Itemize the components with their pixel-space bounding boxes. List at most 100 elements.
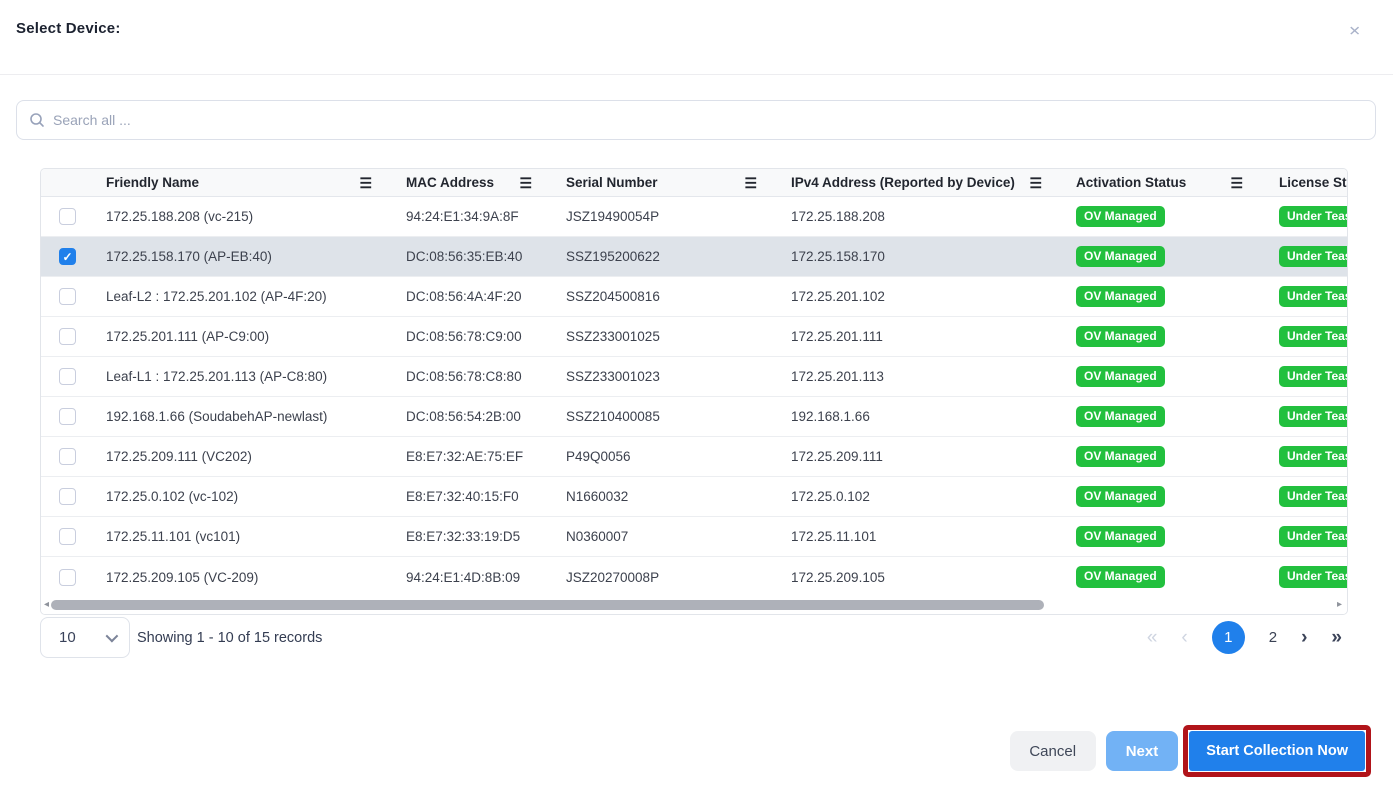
table-body: ✓ 172.25.188.208 (vc-215) 94:24:E1:34:9A… [41,197,1347,597]
column-menu-icon[interactable]: ☰ [1230,174,1243,191]
column-menu-icon[interactable]: ☰ [744,174,757,191]
activation-status-badge: OV Managed [1076,285,1165,308]
license-status-badge: Under Teaser [1279,365,1347,388]
row-checkbox[interactable]: ✓ [59,288,76,305]
activation-status-badge: OV Managed [1076,205,1165,228]
license-status-badge: Under Teaser [1279,485,1347,508]
table-row[interactable]: ✓ 172.25.188.208 (vc-215) 94:24:E1:34:9A… [41,197,1347,237]
table-row[interactable]: ✓ 172.25.209.111 (VC202) E8:E7:32:AE:75:… [41,437,1347,477]
cell-serial-number: JSZ20270008P [566,569,660,585]
table-row[interactable]: ✓ Leaf-L2 : 172.25.201.102 (AP-4F:20) DC… [41,277,1347,317]
row-checkbox[interactable]: ✓ [59,448,76,465]
column-menu-icon[interactable]: ☰ [359,174,372,191]
cell-ipv4-address: 172.25.201.102 [791,289,885,304]
cell-mac-address: DC:08:56:78:C8:80 [406,369,522,384]
column-header-friendly-name[interactable]: Friendly Name ☰ [106,175,406,190]
license-status-badge: Under Teaser [1279,325,1347,348]
table-row[interactable]: ✓ 172.25.201.111 (AP-C9:00) DC:08:56:78:… [41,317,1347,357]
search-input[interactable] [53,112,1363,128]
license-status-badge: Under Teaser [1279,205,1347,228]
table-row[interactable]: ✓ Leaf-L1 : 172.25.201.113 (AP-C8:80) DC… [41,357,1347,397]
cell-friendly-name: 172.25.209.111 (VC202) [106,449,252,464]
cell-ipv4-address: 172.25.209.105 [791,569,885,585]
cell-ipv4-address: 192.168.1.66 [791,409,870,424]
activation-status-badge: OV Managed [1076,365,1165,388]
cell-mac-address: 94:24:E1:4D:8B:09 [406,569,521,585]
row-checkbox[interactable]: ✓ [59,248,76,265]
search-bar [16,100,1376,140]
table-row[interactable]: ✓ 172.25.11.101 (vc101) E8:E7:32:33:19:D… [41,517,1347,557]
row-checkbox[interactable]: ✓ [59,528,76,545]
table-row[interactable]: ✓ 172.25.209.105 (VC-209) 94:24:E1:4D:8B… [41,557,1347,597]
first-page-button[interactable]: « [1146,627,1158,648]
page-2-button[interactable]: 2 [1268,629,1278,646]
activation-status-badge: OV Managed [1076,325,1165,348]
activation-status-badge: OV Managed [1076,566,1165,588]
cell-ipv4-address: 172.25.188.208 [791,209,885,224]
close-icon[interactable]: ✕ [1348,23,1361,40]
column-header-ipv4-address[interactable]: IPv4 Address (Reported by Device) ☰ [791,175,1076,190]
checkmark-icon: ✓ [62,249,73,264]
row-checkbox[interactable]: ✓ [59,568,76,586]
table-row[interactable]: ✓ 172.25.158.170 (AP-EB:40) DC:08:56:35:… [41,237,1347,277]
activation-status-badge: OV Managed [1076,485,1165,508]
license-status-badge: Under Teaser [1279,445,1347,468]
cell-friendly-name: 172.25.0.102 (vc-102) [106,489,239,504]
search-icon [30,113,44,127]
column-header-activation-status[interactable]: Activation Status ☰ [1076,175,1271,190]
cell-serial-number: P49Q0056 [566,449,631,464]
activation-status-badge: OV Managed [1076,445,1165,468]
pagination-controls: « ‹ 1 2 › » [1147,617,1342,658]
next-button[interactable]: Next [1105,731,1179,771]
page-size-select[interactable]: 10 [40,617,130,658]
cell-mac-address: 94:24:E1:34:9A:8F [406,209,519,224]
prev-page-button[interactable]: ‹ [1181,627,1188,648]
cell-mac-address: E8:E7:32:AE:75:EF [406,449,524,464]
cell-serial-number: N0360007 [566,529,629,544]
column-header-license-status[interactable]: License Status [1279,175,1347,190]
license-status-badge: Under Teaser [1279,525,1347,548]
last-page-button[interactable]: » [1331,627,1342,648]
cell-ipv4-address: 172.25.201.113 [791,369,884,384]
current-page-button[interactable]: 1 [1211,621,1245,654]
license-status-badge: Under Teaser [1279,566,1347,588]
cell-mac-address: DC:08:56:35:EB:40 [406,249,523,264]
cell-ipv4-address: 172.25.158.170 [791,249,885,264]
row-checkbox[interactable]: ✓ [59,208,76,225]
column-header-mac-address[interactable]: MAC Address ☰ [406,175,566,190]
chevron-down-icon [105,629,119,643]
cell-mac-address: DC:08:56:78:C9:00 [406,329,522,344]
cell-serial-number: SSZ195200622 [566,249,660,264]
cell-serial-number: SSZ233001023 [566,369,660,384]
cell-friendly-name: 172.25.201.111 (AP-C9:00) [106,329,270,344]
horizontal-scrollbar[interactable]: ◂ ▸ [41,597,1347,614]
page-title: Select Device: [16,20,121,37]
next-page-button[interactable]: › [1301,627,1308,648]
table-row[interactable]: ✓ 172.25.0.102 (vc-102) E8:E7:32:40:15:F… [41,477,1347,517]
scroll-right-icon[interactable]: ▸ [1336,599,1342,610]
cell-friendly-name: 172.25.188.208 (vc-215) [106,209,254,224]
row-checkbox[interactable]: ✓ [59,408,76,425]
column-menu-icon[interactable]: ☰ [519,174,532,191]
cell-ipv4-address: 172.25.201.111 [791,329,883,344]
row-checkbox[interactable]: ✓ [59,368,76,385]
cell-friendly-name: 192.168.1.66 (SoudabehAP-newlast) [106,409,328,424]
cell-friendly-name: 172.25.158.170 (AP-EB:40) [106,249,272,264]
table-row[interactable]: ✓ 192.168.1.66 (SoudabehAP-newlast) DC:0… [41,397,1347,437]
cell-friendly-name: 172.25.11.101 (vc101) [106,529,241,544]
start-collection-now-button[interactable]: Start Collection Now [1189,731,1365,771]
license-status-badge: Under Teaser [1279,245,1347,268]
cell-friendly-name: Leaf-L1 : 172.25.201.113 (AP-C8:80) [106,369,328,384]
cell-friendly-name: 172.25.209.105 (VC-209) [106,569,259,585]
activation-status-badge: OV Managed [1076,405,1165,428]
scrollbar-thumb[interactable] [51,600,1044,610]
scroll-left-icon[interactable]: ◂ [44,599,50,610]
column-header-serial-number[interactable]: Serial Number ☰ [566,175,791,190]
cell-friendly-name: Leaf-L2 : 172.25.201.102 (AP-4F:20) [106,289,327,304]
column-menu-icon[interactable]: ☰ [1029,174,1042,191]
row-checkbox[interactable]: ✓ [59,328,76,345]
cell-serial-number: SSZ233001025 [566,329,660,344]
cancel-button[interactable]: Cancel [1009,731,1096,771]
row-checkbox[interactable]: ✓ [59,488,76,505]
device-table: Friendly Name ☰ MAC Address ☰ Serial Num… [40,168,1348,615]
